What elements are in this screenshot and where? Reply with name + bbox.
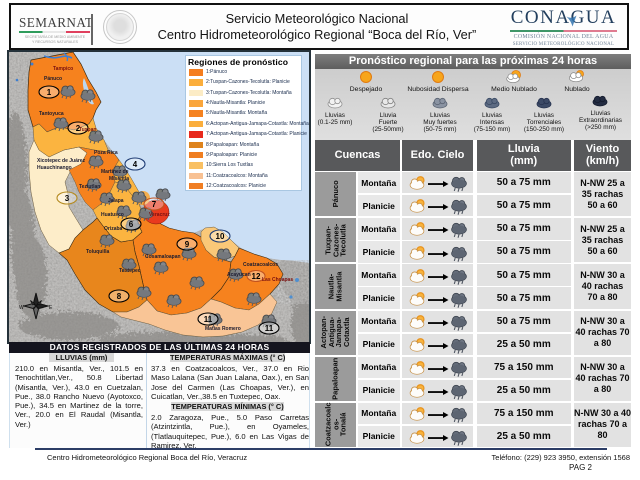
svg-text:Acayucan: Acayucan — [227, 272, 251, 278]
svg-text:6: 6 — [129, 220, 134, 229]
svg-text:Tantoyuca: Tantoyuca — [39, 111, 64, 117]
svg-text:11: 11 — [265, 324, 274, 333]
svg-text:Coatzacoalcos: Coatzacoalcos — [243, 262, 278, 268]
svg-text:Cosamaloapan: Cosamaloapan — [145, 254, 181, 260]
svg-text:Toluquilla: Toluquilla — [86, 249, 109, 255]
svg-text:Las Choapas: Las Choapas — [262, 277, 293, 283]
svg-text:12: 12 — [252, 272, 261, 281]
svg-text:Veracruz: Veracruz — [149, 212, 170, 218]
svg-text:Xicotepec de Juárez: Xicotepec de Juárez — [37, 158, 86, 164]
svg-text:Orizaba: Orizaba — [104, 226, 123, 232]
svg-text:11: 11 — [204, 315, 213, 324]
svg-text:7: 7 — [152, 200, 157, 209]
svg-text:W: W — [19, 305, 24, 311]
svg-text:Tampico: Tampico — [53, 66, 73, 72]
svg-text:Y RECURSOS NATURALES: Y RECURSOS NATURALES — [32, 40, 79, 44]
svg-text:Teziutlan: Teziutlan — [79, 184, 100, 190]
svg-text:Poza Rica: Poza Rica — [94, 150, 118, 156]
svg-text:Pánuco: Pánuco — [44, 76, 62, 82]
svg-text:Misantla: Misantla — [109, 176, 129, 182]
svg-text:Huauchinango: Huauchinango — [37, 165, 72, 171]
svg-text:Huatusco: Huatusco — [101, 212, 124, 218]
svg-text:1: 1 — [47, 88, 52, 97]
svg-text:Tuxpan: Tuxpan — [79, 127, 96, 133]
svg-text:2: 2 — [76, 124, 81, 133]
svg-text:Martinez de: Martinez de — [101, 169, 129, 175]
svg-text:9: 9 — [185, 240, 190, 249]
svg-text:E: E — [49, 305, 53, 311]
svg-text:Jalapa: Jalapa — [108, 198, 124, 204]
svg-text:10: 10 — [216, 232, 225, 241]
svg-text:Matias Romero: Matias Romero — [205, 326, 241, 332]
svg-text:3: 3 — [65, 194, 70, 203]
svg-text:Tuxtepec: Tuxtepec — [119, 268, 141, 274]
svg-text:SECRETARÍA DE MEDIO AMBIENTE: SECRETARÍA DE MEDIO AMBIENTE — [25, 35, 86, 39]
svg-text:8: 8 — [117, 292, 122, 301]
svg-text:4: 4 — [133, 160, 138, 169]
